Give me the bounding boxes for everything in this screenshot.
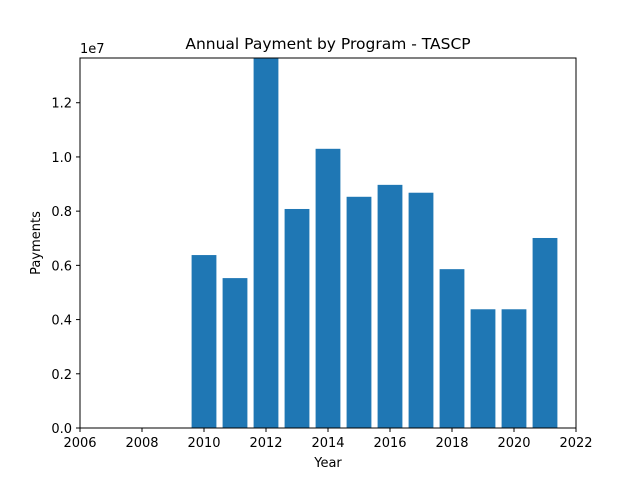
x-axis-ticks: 2006 2008 2010 2012 2014 2016 2018 2020 2022	[63, 428, 593, 451]
y-tick-label: 0.6	[51, 259, 72, 274]
x-axis-title: Year	[313, 456, 342, 471]
y-tick-label: 0.2	[51, 368, 72, 383]
x-tick-label: 2012	[249, 436, 282, 451]
bar-2017	[408, 192, 434, 428]
bar-2012	[253, 58, 279, 428]
bar-2011	[222, 278, 248, 428]
bar-2016	[377, 184, 403, 428]
x-tick-label: 2016	[373, 436, 406, 451]
bar-2019	[470, 309, 496, 428]
y-axis-ticks: 0.0 0.2 0.4 0.6 0.8 1.0 1.2	[51, 97, 80, 437]
y-tick-label: 0.0	[51, 422, 72, 437]
x-tick-label: 2006	[63, 436, 96, 451]
bars-group	[191, 58, 558, 429]
x-tick-label: 2008	[125, 436, 158, 451]
x-tick-label: 2022	[559, 436, 592, 451]
chart-title: Annual Payment by Program - TASCP	[185, 35, 470, 53]
y-tick-label: 0.8	[51, 205, 72, 220]
y-axis-offset-label: 1e7	[80, 42, 105, 57]
y-tick-label: 1.0	[51, 151, 72, 166]
bar-2010	[191, 255, 217, 428]
x-tick-label: 2018	[435, 436, 468, 451]
bar-2015	[346, 196, 372, 428]
bar-2013	[284, 208, 310, 428]
bar-2018	[439, 269, 465, 428]
y-axis-title: Payments	[29, 211, 44, 275]
x-tick-label: 2014	[311, 436, 344, 451]
y-tick-label: 1.2	[51, 97, 72, 112]
bar-2014	[315, 148, 341, 429]
bar-2021	[532, 237, 558, 428]
plot-frame	[79, 57, 577, 429]
bar-2020	[501, 309, 527, 428]
x-tick-label: 2020	[497, 436, 530, 451]
x-tick-label: 2010	[187, 436, 220, 451]
y-tick-label: 0.4	[51, 314, 72, 329]
